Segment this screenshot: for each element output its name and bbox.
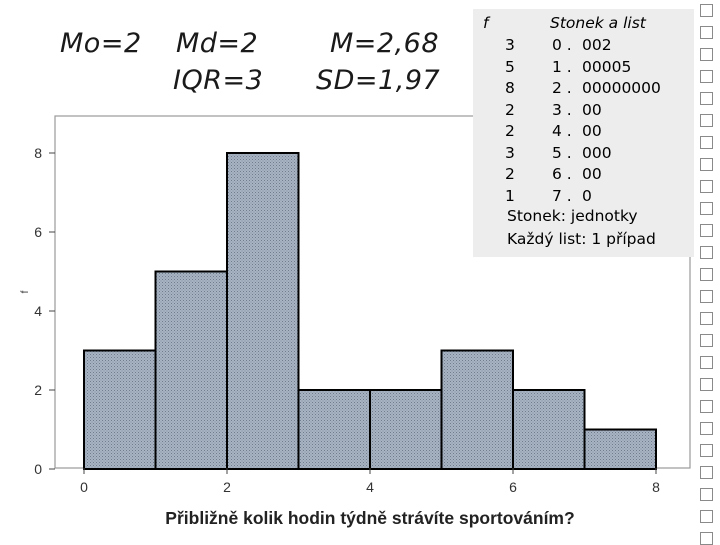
frame-square [700,114,713,127]
frame-square [700,246,713,259]
histogram-bar [297,389,371,470]
frame-square [700,532,713,545]
stem-leaf-leaves: 00000000 [582,79,661,97]
stem-leaf-row: 5 1 . 00005 [473,58,694,79]
stem-leaf-note-stem: Stonek: jednotky [507,207,638,225]
frame-square [700,158,713,171]
frame-square [700,488,713,501]
stem-leaf-stem: 4 . [552,122,572,140]
frame-square [700,48,713,61]
stem-leaf-row: 3 5 . 000 [473,144,694,165]
stem-leaf-row: 8 2 . 00000000 [473,79,694,100]
histogram-chart: 0 2 4 6 8 0 2 4 6 8 f Přibližně kolik hodin týdně s… [20,115,691,528]
stem-leaf-leaves: 000 [582,143,612,162]
frame-square [700,378,713,391]
stat-median: Md=2 [176,28,259,59]
stem-leaf-stem: 7 . [552,186,572,205]
frame-square [700,180,713,193]
frame-square [700,202,713,215]
stat-mode: Mo=2 [60,28,142,59]
histogram-bar [83,349,157,470]
stem-leaf-stem: 6 . [552,165,572,183]
y-tick-label: 8 [34,145,42,161]
stem-leaf-frequency: 1 [505,186,515,205]
x-axis-label: Přibližně kolik hodin týdně strávíte spo… [165,508,574,528]
frame-square [700,312,713,325]
frame-square [700,356,713,369]
frame-square [700,444,713,457]
x-tick-label: 6 [509,479,517,495]
frame-square [700,334,713,347]
frame-square [700,70,713,83]
stem-leaf-note-leaf: Každý list: 1 případ [507,230,656,248]
stem-leaf-frequency: 8 [505,79,515,97]
stem-leaf-row: 3 0 . 002 [473,36,694,57]
frame-square [700,422,713,435]
stat-mean: M=2,68 [330,28,440,59]
stem-leaf-frequency: 2 [505,122,515,140]
histogram-bar [440,349,514,470]
stem-leaf-leaves: 00005 [582,57,632,76]
stem-leaf-stem: 5 . [552,143,572,162]
x-tick-label: 8 [652,479,660,495]
frame-square [700,400,713,413]
histogram-bar [512,389,586,470]
stem-leaf-header-f: f [483,14,489,32]
stem-leaf-stem: 1 . [552,57,572,76]
histogram-bar [154,270,228,470]
stem-leaf-frequency: 3 [505,143,515,162]
histogram-bar [583,428,657,470]
frame-square [700,224,713,237]
stem-leaf-row: 2 3 . 00 [473,101,694,122]
stem-leaf-stem: 2 . [552,79,572,97]
frame-square [700,26,713,39]
stem-leaf-leaves: 00 [582,165,602,183]
slide-frame-decoration [697,0,720,545]
frame-square [700,290,713,303]
y-tick-label: 4 [34,303,42,319]
stem-leaf-leaves: 002 [582,36,612,54]
stem-leaf-row: 1 7 . 0 [473,187,694,208]
stem-leaf-stem: 3 . [552,100,572,119]
stem-leaf-frequency: 5 [505,57,515,76]
stem-leaf-frequency: 3 [505,36,515,54]
histogram-bar [369,389,443,470]
histogram-bar [226,152,300,470]
stem-leaf-row: 2 4 . 00 [473,122,694,143]
x-tick-label: 2 [223,479,231,495]
frame-square [700,510,713,523]
y-tick-label: 2 [34,382,42,398]
stem-leaf-leaves: 00 [582,100,602,119]
x-tick-label: 4 [366,479,374,495]
stem-leaf-leaves: 00 [582,122,602,140]
frame-square [700,136,713,149]
frame-square [700,4,713,17]
stem-leaf-frequency: 2 [505,165,515,183]
stem-leaf-frequency: 2 [505,100,515,119]
y-tick-label: 6 [34,224,42,240]
stem-leaf-stem: 0 . [552,36,572,54]
x-tick-label: 0 [80,479,88,495]
frame-square [700,268,713,281]
frame-square [700,92,713,105]
frame-square [700,466,713,479]
stem-leaf-header-title: Stonek a list [550,14,646,32]
stat-iqr: IQR=3 [173,65,264,96]
stem-leaf-leaves: 0 [582,186,592,205]
stat-sd: SD=1,97 [316,65,441,96]
stem-leaf-row: 2 6 . 00 [473,165,694,186]
y-tick-label: 0 [34,461,42,477]
y-axis-label: f [20,290,31,293]
